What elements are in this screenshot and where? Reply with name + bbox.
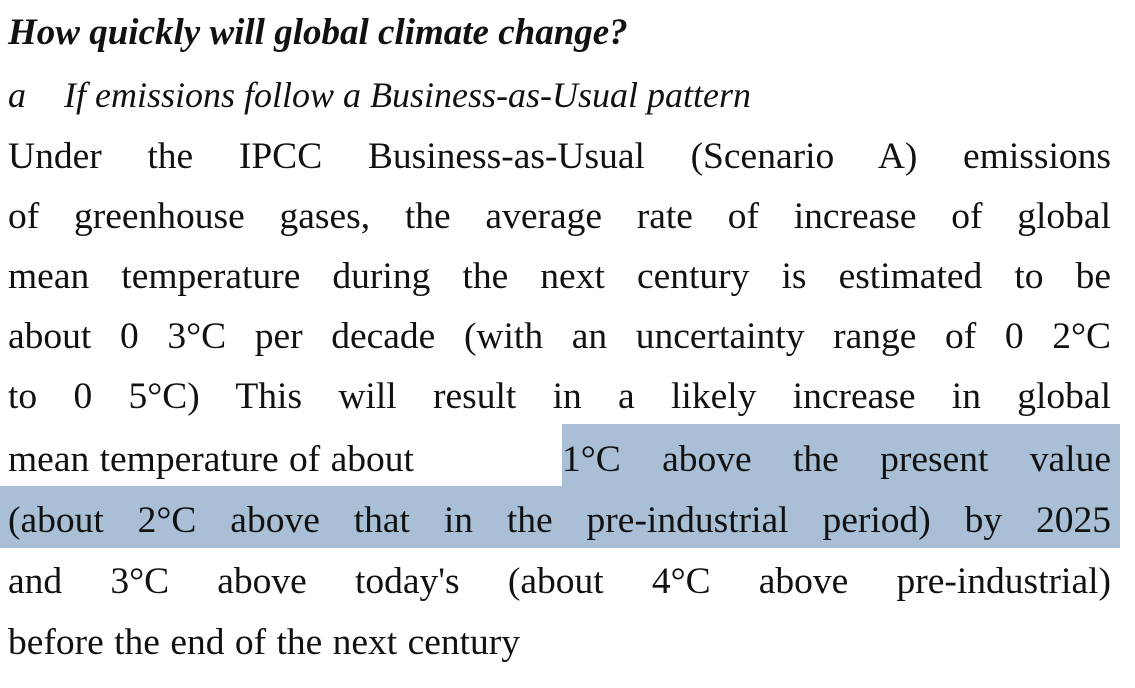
highlighted-text: (about 2°C above that in the pre-industr… <box>8 500 1111 541</box>
paragraph-line: of greenhouse gases, the average rate of… <box>8 196 1111 237</box>
paragraph-line: mean temperature of about 1°C above the … <box>8 441 1111 479</box>
text-highlight <box>0 486 1120 548</box>
paragraph-line: to 0 5°C) This will result in a likely i… <box>8 376 1111 417</box>
highlighted-text: 1°C above the present value <box>562 439 1111 480</box>
paragraph-line: mean temperature during the next century… <box>8 256 1111 297</box>
section-heading: How quickly will global climate change? <box>8 12 628 53</box>
paragraph-text: mean temperature of about <box>8 439 414 480</box>
text-highlight <box>562 424 1120 488</box>
subsection-heading: a If emissions follow a Business-as-Usual… <box>8 77 751 113</box>
paragraph-line: and 3°C above today's (about 4°C above p… <box>8 561 1111 602</box>
paragraph-line: about 0 3°C per decade (with an uncertai… <box>8 316 1111 357</box>
subsection-label: a <box>8 75 26 115</box>
paragraph-line: before the end of the next century <box>8 622 521 663</box>
subsection-title: If emissions follow a Business-as-Usual … <box>64 75 752 115</box>
paragraph-line: Under the IPCC Business-as-Usual (Scenar… <box>8 136 1111 177</box>
